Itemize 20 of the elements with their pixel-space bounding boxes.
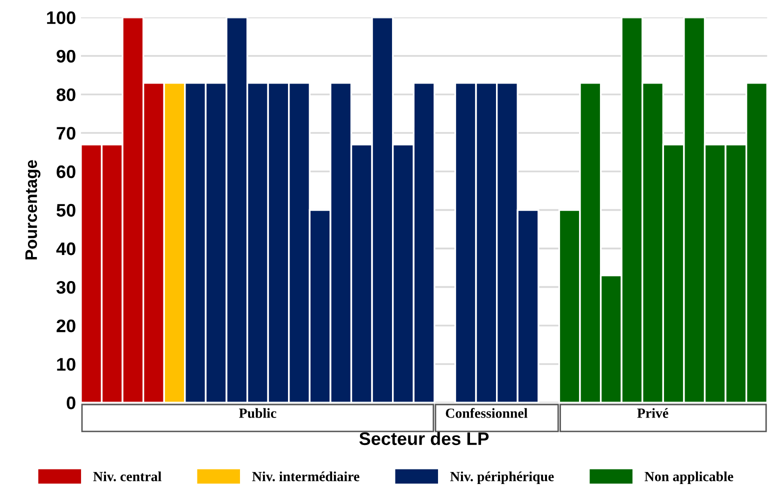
y-tick-label: 30 <box>56 280 76 294</box>
y-tick-label: 70 <box>56 126 76 140</box>
legend-label: Niv. central <box>93 471 162 482</box>
y-tick-label: 40 <box>56 242 76 256</box>
y-tick-label: 90 <box>56 50 76 63</box>
y-tick-label: 80 <box>56 88 76 102</box>
x-axis-title: Secteur des LP <box>359 432 489 446</box>
legend-label: Niv. intermédiaire <box>252 471 360 482</box>
x-tick-label: Public <box>239 408 276 418</box>
y-tick-label: 100 <box>47 11 76 24</box>
y-tick-label: 10 <box>57 358 76 371</box>
x-tick-label: Confessionnel <box>446 408 528 418</box>
y-axis-title: Pourcentage <box>25 160 40 260</box>
y-tick-label: 60 <box>56 165 76 178</box>
x-tick-label: Privé <box>637 408 668 418</box>
legend-label: Non applicable <box>644 471 734 484</box>
legend-label: Niv. périphérique <box>450 471 554 484</box>
y-tick-label: 0 <box>66 396 76 410</box>
y-tick-label: 50 <box>56 204 76 217</box>
y-tick-label: 20 <box>56 319 76 332</box>
